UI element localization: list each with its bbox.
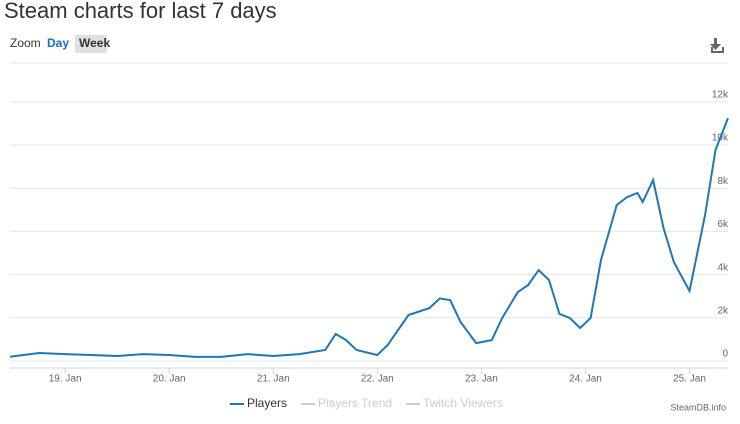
download-icon[interactable] [710, 38, 724, 53]
zoom-week[interactable]: Week [79, 36, 110, 50]
legend-entry[interactable]: Players Trend [318, 396, 392, 410]
legend-entry[interactable]: Twitch Viewers [423, 396, 503, 410]
x-tick-label: 20. Jan [153, 374, 186, 385]
series-line [9, 117, 729, 358]
x-tick-label: 25. Jan [673, 374, 706, 385]
credit: SteamDB.info [670, 402, 726, 412]
legend-entry[interactable]: Players [247, 396, 287, 410]
x-tick-label: 21. Jan [257, 374, 290, 385]
chart-title: Steam charts for last 7 days [4, 0, 277, 23]
y-tick-label: 12k [712, 90, 729, 101]
y-tick-label: 4k [717, 262, 729, 273]
zoom-label: Zoom [10, 36, 41, 50]
x-tick-label: 23. Jan [465, 374, 498, 385]
zoom-week-bg[interactable] [75, 35, 107, 53]
zoom-day[interactable]: Day [47, 36, 69, 50]
y-tick-label: 0 [722, 349, 728, 360]
x-tick-label: 24. Jan [569, 374, 602, 385]
y-tick-label: 2k [717, 305, 729, 316]
y-tick-label: 8k [717, 176, 729, 187]
y-tick-label: 6k [717, 219, 729, 230]
x-tick-label: 19. Jan [49, 374, 82, 385]
x-tick-label: 22. Jan [361, 374, 394, 385]
